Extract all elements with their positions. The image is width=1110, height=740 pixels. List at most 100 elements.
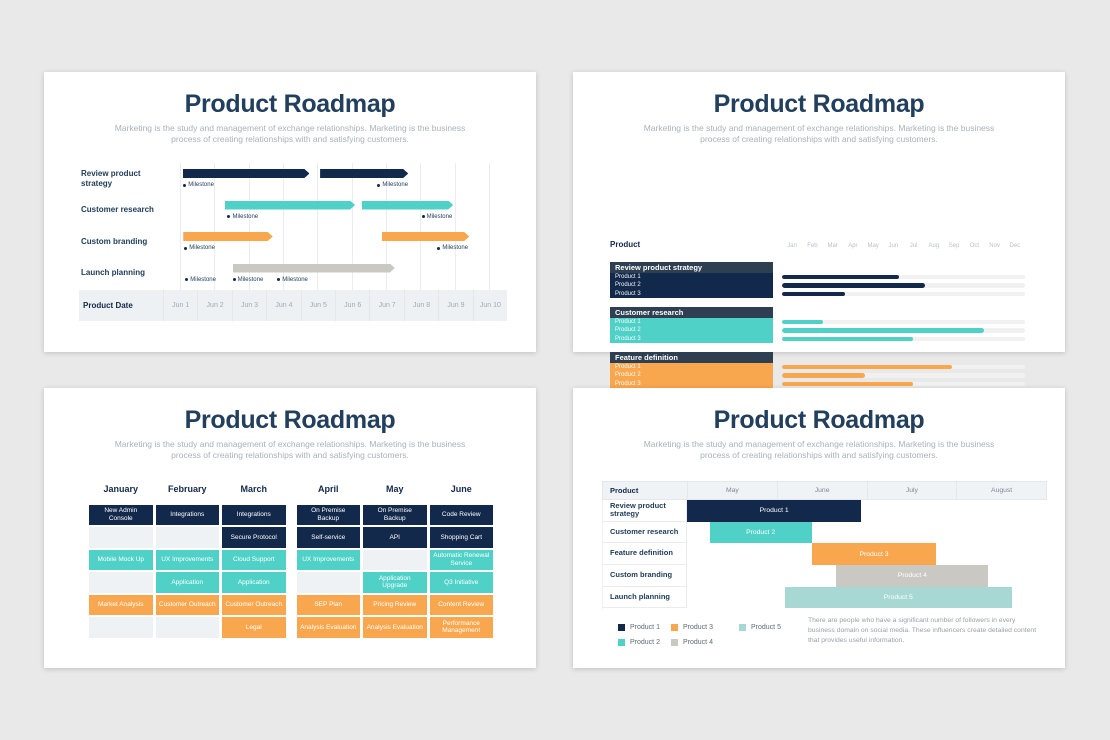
- legend-swatch-icon: [671, 624, 678, 631]
- roadmap-cell: Secure Protocol: [222, 527, 286, 548]
- table-body: Review product strategy Customer research…: [602, 500, 1047, 609]
- gantt-bar: [362, 201, 453, 210]
- legend-label: Product 3: [683, 624, 713, 631]
- slide-3-monthly-grid[interactable]: Product Roadmap Marketing is the study a…: [44, 388, 536, 668]
- slide-1-gantt-milestones[interactable]: Product Roadmap Marketing is the study a…: [44, 72, 536, 352]
- milestone-marker: Milestone: [437, 245, 468, 251]
- gantt-bar: Product 1: [687, 500, 862, 522]
- milestone-dot-icon: [184, 246, 188, 250]
- group-header: Customer research: [610, 307, 773, 318]
- group-header: Feature definition: [610, 352, 773, 363]
- slide-title: Product Roadmap: [713, 90, 925, 118]
- product-column-header: Product: [610, 240, 641, 249]
- group-item-label: Product 2: [615, 282, 641, 289]
- bar-track: [782, 283, 1025, 288]
- gantt-bar: [225, 201, 355, 210]
- legend-item: Product 5: [739, 624, 781, 631]
- progress-bar: [782, 328, 984, 333]
- row-label: Review product strategy: [81, 168, 141, 188]
- roadmap-cell: New Admin Console: [89, 504, 153, 525]
- table-header-row: Product May June July August: [602, 481, 1047, 500]
- month-tick: Dec: [1009, 243, 1021, 249]
- date-axis: Product Date Jun 1 Jun 2 Jun 3 Jun 4 Jun 5 Jun…: [79, 290, 507, 321]
- slide-4-gantt-table[interactable]: Product Roadmap Marketing is the study a…: [573, 388, 1065, 668]
- axis-tick: Jun 3: [231, 290, 266, 321]
- milestone-marker: Milestone: [421, 214, 452, 220]
- roadmap-cell: Automatic Renewal Service: [429, 549, 493, 570]
- axis-tick: Jun 9: [438, 290, 472, 321]
- month-tick: May: [867, 243, 879, 249]
- grid-line: [488, 163, 490, 290]
- bar-track: [782, 319, 1025, 325]
- milestone-dot-icon: [185, 278, 189, 281]
- milestone-marker: Milestone: [185, 277, 216, 283]
- milestone-label: Milestone: [189, 245, 215, 251]
- milestone-dot-icon: [227, 215, 231, 218]
- bar-row: [782, 363, 1025, 371]
- month-tick: Oct: [969, 243, 980, 249]
- gantt-bar: [320, 169, 408, 178]
- plot-area: Product 1 Product 2 Product 3 Product 4 Prod…: [687, 500, 1047, 609]
- note-text: There are people who have a significant …: [808, 617, 1037, 645]
- axis-tick: Jun 8: [403, 290, 438, 321]
- gantt-bar: [382, 232, 469, 241]
- gantt-table-chart: Product May June July August Review product s…: [602, 481, 1047, 691]
- group-item-label: Product 3: [615, 380, 641, 387]
- slide-2-progress-bars[interactable]: Product Roadmap Marketing is the study a…: [573, 72, 1065, 388]
- group-item-label: Product 2: [615, 372, 641, 379]
- roadmap-cell: Shopping Cart: [429, 527, 493, 548]
- group-item-label: Product 1: [615, 274, 641, 281]
- legend: Product 1 Product 2 Product 3 Product 4 Prod…: [618, 620, 781, 650]
- roadmap-cell: Cloud Support: [222, 549, 286, 570]
- roadmap-cell: Pricing Review: [363, 594, 427, 615]
- progress-bar: [782, 336, 914, 342]
- roadmap-cell: On Premise Backup: [296, 504, 360, 525]
- gantt-row: Milestone Milestone: [163, 226, 506, 257]
- milestone-marker: Milestone: [277, 277, 308, 283]
- axis-tick: Jun 5: [300, 290, 335, 321]
- roadmap-cell: Customer Outreach: [155, 594, 219, 615]
- roadmap-cell: Analysis Evaluation: [296, 617, 360, 638]
- roadmap-cell: UX Improvements: [155, 549, 219, 570]
- group-panel: Review product strategy Product 1 Product …: [610, 262, 773, 298]
- bar-row: [782, 326, 1025, 334]
- row-label: Customer research: [81, 205, 154, 215]
- progress-bar: [782, 283, 926, 288]
- legend-item: Product 4: [671, 639, 739, 646]
- milestone-label: Milestone: [232, 213, 259, 220]
- milestone-label: Milestone: [188, 182, 214, 188]
- group-header: Review product strategy: [610, 262, 773, 273]
- roadmap-cell: UX Improvements: [296, 549, 360, 570]
- group-bars: [782, 273, 1025, 298]
- slide-title: Product Roadmap: [713, 406, 925, 434]
- milestone-label: Milestone: [382, 182, 409, 188]
- bar-row: [782, 371, 1025, 379]
- bar-track: [782, 364, 1025, 370]
- row-labels: Review product strategy Customer research…: [602, 500, 687, 609]
- axis-tick: Jun 6: [335, 290, 369, 321]
- month-column-header: February: [167, 484, 207, 494]
- gantt-bar: Product 5: [784, 586, 1012, 609]
- month-tick: Apr: [848, 243, 858, 249]
- roadmap-cell-empty: [363, 549, 427, 570]
- row-label: Launch planning: [603, 586, 687, 609]
- legend-swatch-icon: [618, 639, 625, 646]
- month-column-header: May: [385, 484, 404, 494]
- grid-line: [283, 163, 285, 290]
- group-bars: [782, 363, 1025, 388]
- milestone-label: Milestone: [442, 245, 469, 251]
- slide-subtitle: Marketing is the study and management of…: [114, 439, 466, 461]
- grid-line: [180, 163, 182, 290]
- bar-row: [782, 380, 1025, 388]
- progress-bar: [782, 319, 824, 325]
- roadmap-cell: SEP Plan: [296, 594, 360, 615]
- roadmap-cell-empty: [296, 572, 360, 593]
- roadmap-cell: Application: [155, 572, 219, 593]
- row-label: Feature definition: [603, 543, 687, 566]
- progress-bar: [782, 274, 899, 280]
- legend-item: Product 1: [618, 624, 671, 631]
- month-tick: Mar: [827, 243, 838, 249]
- roadmap-cell: Q3 Initiative: [429, 572, 493, 593]
- column-header: July: [868, 482, 958, 499]
